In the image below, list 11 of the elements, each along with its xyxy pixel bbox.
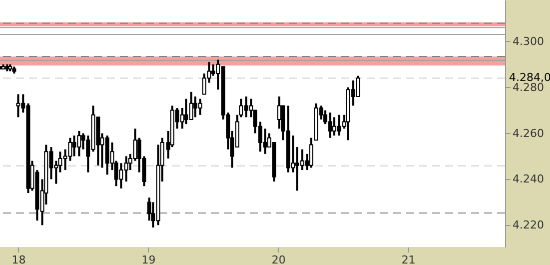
x-tick-label: 20 [272,254,286,265]
ref-line-label: 4.284,0 [509,71,550,84]
x-tick-label: 19 [142,254,156,265]
candlestick [277,96,282,130]
y-tick-label: 4.260 [512,126,544,140]
y-tick-label: 4.220 [512,218,544,232]
x-tick-label: 18 [12,254,26,265]
y-tick-label: 4.300 [512,34,544,48]
candlestick [309,136,314,169]
y-tick-label: 4.240 [512,172,544,186]
x-tick-label: 21 [402,254,416,265]
